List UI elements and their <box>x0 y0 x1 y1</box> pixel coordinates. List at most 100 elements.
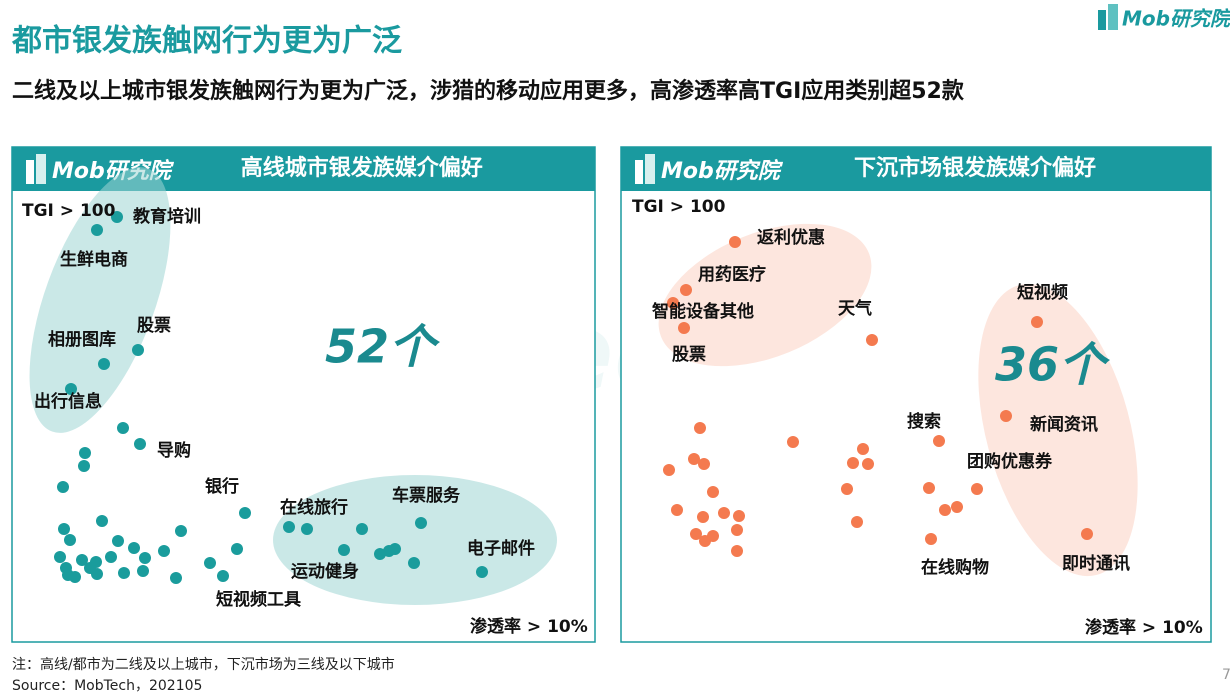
app-dot <box>694 422 706 434</box>
app-dot <box>65 383 77 395</box>
app-dot <box>1031 316 1043 328</box>
app-dot <box>862 458 874 470</box>
app-label: 搜索 <box>907 411 941 432</box>
app-dot <box>217 570 229 582</box>
app-dot <box>57 481 69 493</box>
app-dot <box>62 569 74 581</box>
app-label: 银行 <box>205 476 239 497</box>
app-dot <box>204 557 216 569</box>
tgi-label: TGI > 100 <box>22 201 116 221</box>
app-dot <box>158 545 170 557</box>
app-dot <box>117 422 129 434</box>
app-dot <box>857 443 869 455</box>
footnote: 注：高线/都市为二线及以上城市，下沉市场为三线及以下城市 <box>12 656 395 673</box>
panel-title: 高线城市银发族媒介偏好 <box>241 155 483 181</box>
app-dot <box>112 535 124 547</box>
app-dot <box>847 457 859 469</box>
app-dot <box>79 447 91 459</box>
app-label: 短视频工具 <box>216 589 301 610</box>
app-dot <box>58 523 70 535</box>
app-dot <box>1000 410 1012 422</box>
app-dot <box>415 517 427 529</box>
app-dot <box>96 515 108 527</box>
app-dot <box>356 523 368 535</box>
app-label: 车票服务 <box>392 485 461 506</box>
app-dot <box>971 483 983 495</box>
panel-logo: Mob研究院 <box>661 158 784 184</box>
app-dot <box>231 543 243 555</box>
app-dot <box>170 572 182 584</box>
app-label: 团购优惠券 <box>967 451 1053 472</box>
app-dot <box>690 528 702 540</box>
penetration-label: 渗透率 > 10% <box>1085 617 1203 638</box>
app-label: 股票 <box>137 316 171 336</box>
cluster-ellipse <box>978 283 1138 577</box>
app-dot <box>707 486 719 498</box>
app-dot <box>91 224 103 236</box>
app-label: 生鲜电商 <box>60 249 128 270</box>
app-dot <box>851 516 863 528</box>
app-dot <box>175 525 187 537</box>
page-number: 7 <box>1222 667 1230 683</box>
app-label: 即时通讯 <box>1062 554 1130 574</box>
app-dot <box>105 551 117 563</box>
app-dot <box>98 358 110 370</box>
logo-icon <box>1098 10 1106 30</box>
app-dot <box>939 504 951 516</box>
source: Source：MobTech，202105 <box>12 678 202 694</box>
app-dot <box>338 544 350 556</box>
app-dot <box>134 438 146 450</box>
app-dot <box>118 567 130 579</box>
app-dot <box>139 552 151 564</box>
app-dot <box>697 511 709 523</box>
cluster-ellipse <box>658 223 872 367</box>
app-dot <box>76 554 88 566</box>
app-label: 相册图库 <box>48 329 116 350</box>
app-dot <box>301 523 313 535</box>
app-dot <box>128 542 140 554</box>
app-dot <box>408 557 420 569</box>
app-dot <box>383 545 395 557</box>
app-label: 出行信息 <box>34 391 102 412</box>
app-dot <box>841 483 853 495</box>
app-dot <box>54 551 66 563</box>
app-label: 在线旅行 <box>280 497 348 518</box>
count: 52个 <box>325 320 441 374</box>
app-label: 运动健身 <box>291 561 359 582</box>
app-dot <box>137 565 149 577</box>
app-label: 股票 <box>672 345 706 365</box>
app-dot <box>64 534 76 546</box>
app-dot <box>111 211 123 223</box>
app-label: 天气 <box>838 298 872 319</box>
app-label: 智能设备其他 <box>652 301 754 322</box>
penetration-label: 渗透率 > 10% <box>470 616 588 637</box>
app-dot <box>663 464 675 476</box>
app-label: 新闻资讯 <box>1030 414 1098 435</box>
app-dot <box>78 460 90 472</box>
logo-icon <box>26 160 34 184</box>
logo-icon <box>645 154 655 184</box>
app-dot <box>283 521 295 533</box>
app-dot <box>667 297 679 309</box>
app-dot <box>787 436 799 448</box>
app-dot <box>680 284 692 296</box>
app-label: 用药医疗 <box>698 264 766 285</box>
panel-header <box>621 147 1211 191</box>
app-label: 教育培训 <box>132 206 201 227</box>
app-label: 导购 <box>157 440 191 461</box>
app-dot <box>733 510 745 522</box>
app-dot <box>933 435 945 447</box>
app-dot <box>678 322 690 334</box>
count: 36个 <box>995 338 1111 392</box>
app-dot <box>925 533 937 545</box>
panel-title: 下沉市场银发族媒介偏好 <box>854 155 1096 181</box>
title: 都市银发族触网行为更为广泛 <box>11 24 402 59</box>
logo-icon <box>1108 4 1118 30</box>
app-dot <box>729 236 741 248</box>
app-dot <box>239 507 251 519</box>
app-label: 在线购物 <box>921 557 989 578</box>
app-dot <box>688 453 700 465</box>
logo: Mob研究院 <box>1122 7 1230 31</box>
app-dot <box>923 482 935 494</box>
app-dot <box>1081 528 1093 540</box>
